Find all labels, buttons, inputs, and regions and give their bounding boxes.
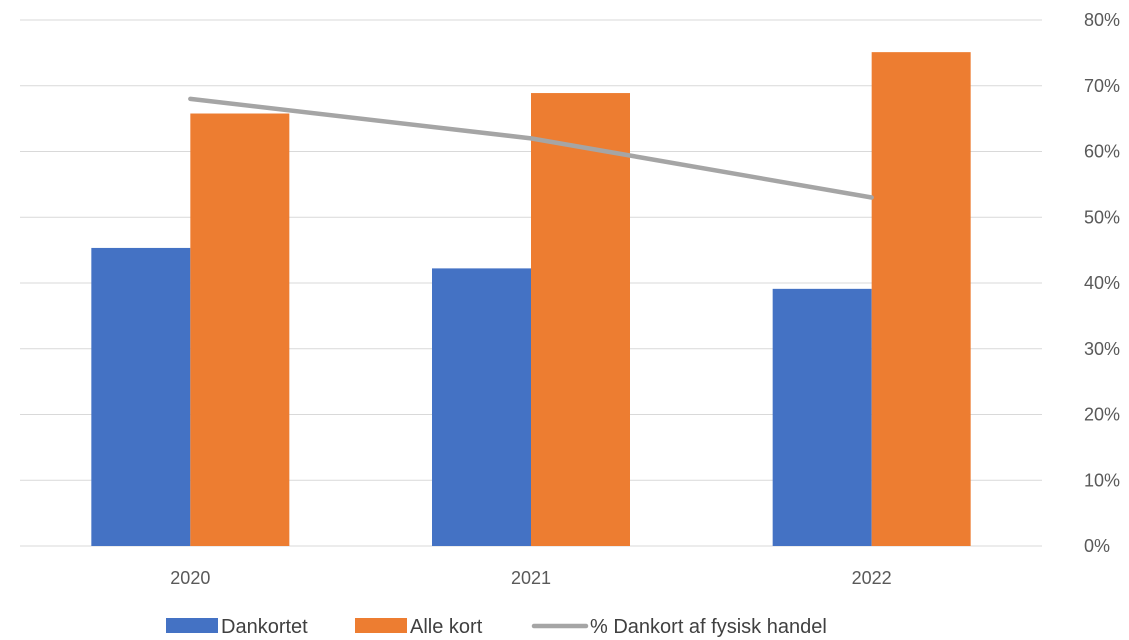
legend-label: % Dankort af fysisk handel (590, 616, 827, 638)
bar-series (91, 52, 971, 547)
bar-alle-kort-2021 (531, 93, 630, 547)
legend-swatch (166, 618, 218, 633)
legend-label: Alle kort (410, 616, 483, 638)
bar-alle-kort-2020 (190, 113, 290, 546)
bar-dankortet-2020 (91, 247, 191, 546)
legend: Dankortet Alle kort % Dankort af fysisk ha… (166, 616, 827, 638)
right-y-axis: 0% 10% 20% 30% 40% 50% 60% 70% 80% (1084, 10, 1120, 556)
bar-alle-kort-2022 (871, 52, 971, 547)
y2-tick-label: 50% (1084, 207, 1120, 227)
y2-tick-label: 20% (1084, 405, 1120, 425)
y2-tick-label: 0% (1084, 536, 1110, 556)
y2-tick-label: 40% (1084, 273, 1120, 293)
x-tick-label: 2021 (511, 568, 551, 588)
line-dankort-share (188, 96, 874, 200)
bar-dankortet-2021 (432, 268, 531, 546)
line-series (188, 96, 874, 200)
y2-tick-label: 60% (1084, 142, 1120, 162)
x-tick-label: 2022 (852, 568, 892, 588)
y2-tick-label: 70% (1084, 76, 1120, 96)
bar-dankortet-2022 (772, 288, 872, 546)
y2-tick-label: 10% (1084, 470, 1120, 490)
legend-swatch (355, 618, 407, 633)
y2-tick-label: 80% (1084, 10, 1120, 30)
legend-label: Dankortet (221, 616, 308, 638)
x-axis: 2020 2021 2022 (170, 568, 891, 588)
x-tick-label: 2020 (170, 568, 210, 588)
y2-tick-label: 30% (1084, 339, 1120, 359)
